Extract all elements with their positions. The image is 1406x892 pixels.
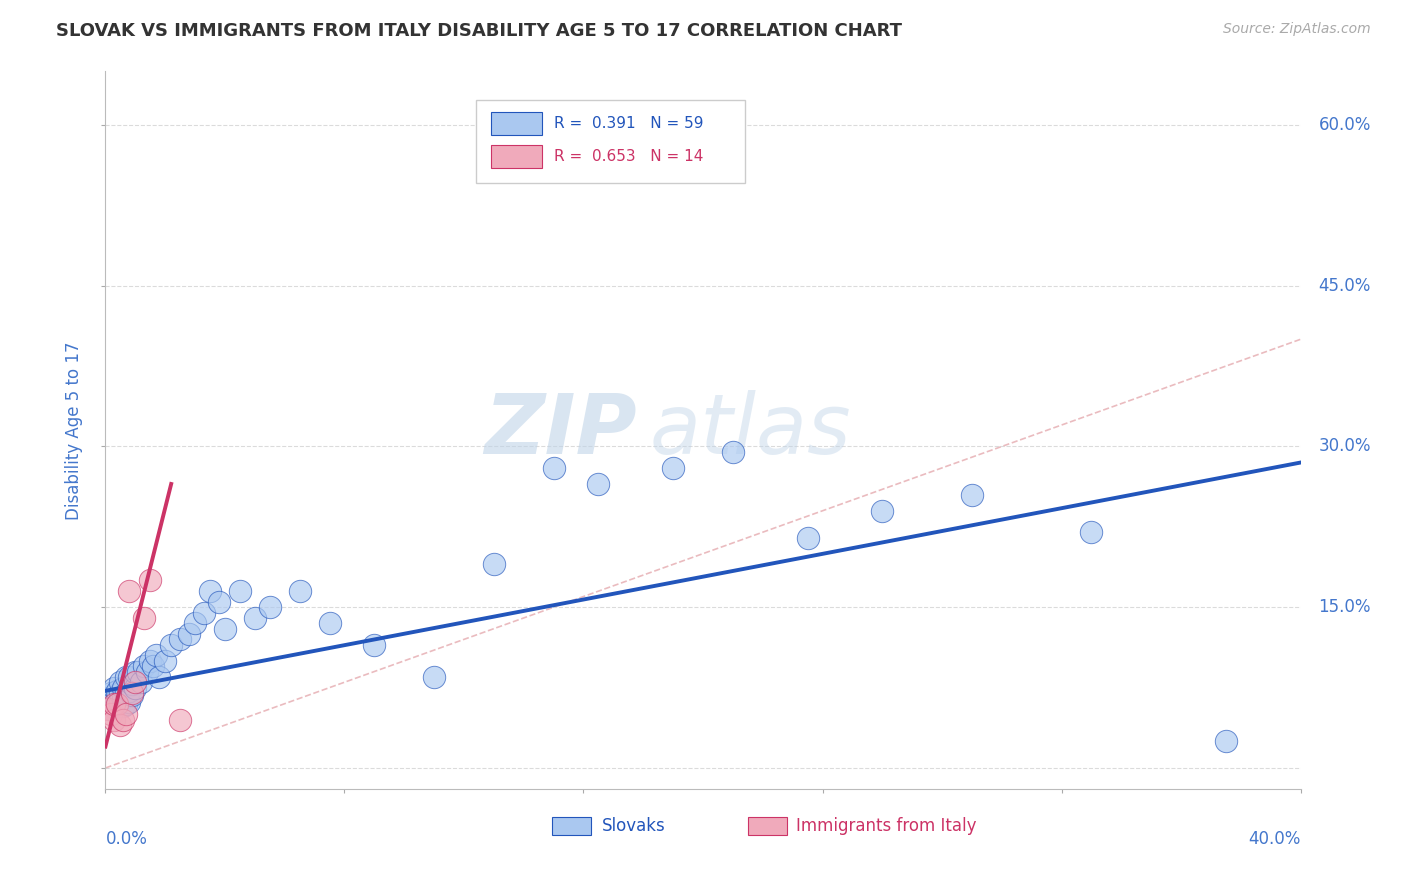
Text: 0.0%: 0.0%	[105, 830, 148, 848]
Point	[288, 584, 311, 599]
Point	[872, 504, 894, 518]
Point	[721, 445, 744, 459]
Point	[100, 686, 122, 700]
Point	[155, 654, 177, 668]
Point	[124, 681, 146, 695]
Point	[112, 691, 135, 706]
Point	[134, 611, 156, 625]
Point	[198, 584, 221, 599]
FancyBboxPatch shape	[492, 145, 541, 169]
Point	[134, 659, 156, 673]
Point	[121, 677, 143, 691]
Point	[110, 686, 132, 700]
Point	[208, 595, 231, 609]
Point	[103, 688, 125, 702]
Point	[124, 665, 146, 679]
Point	[960, 488, 983, 502]
Text: Slovaks: Slovaks	[602, 817, 665, 835]
Text: R =  0.653   N = 14: R = 0.653 N = 14	[554, 149, 703, 164]
Point	[112, 698, 135, 713]
Point	[118, 670, 141, 684]
Text: Immigrants from Italy: Immigrants from Italy	[796, 817, 977, 835]
Point	[103, 697, 125, 711]
Point	[124, 675, 146, 690]
Text: SLOVAK VS IMMIGRANTS FROM ITALY DISABILITY AGE 5 TO 17 CORRELATION CHART: SLOVAK VS IMMIGRANTS FROM ITALY DISABILI…	[56, 22, 903, 40]
Point	[121, 688, 143, 702]
Point	[112, 681, 135, 695]
Point	[169, 713, 191, 727]
Point	[115, 707, 138, 722]
Point	[142, 659, 165, 673]
Point	[588, 477, 610, 491]
Point	[662, 461, 685, 475]
Text: ZIP: ZIP	[485, 390, 637, 471]
Point	[184, 616, 207, 631]
Point	[103, 697, 125, 711]
Text: 30.0%: 30.0%	[1319, 437, 1371, 456]
FancyBboxPatch shape	[492, 112, 541, 136]
Point	[100, 702, 122, 716]
Point	[107, 697, 129, 711]
Point	[107, 683, 129, 698]
Point	[110, 675, 132, 690]
Point	[115, 697, 138, 711]
FancyBboxPatch shape	[553, 817, 591, 836]
Point	[1080, 525, 1102, 540]
Point	[169, 632, 191, 647]
Point	[482, 558, 505, 572]
Point	[193, 606, 215, 620]
Point	[115, 670, 138, 684]
Point	[129, 675, 153, 690]
Text: Source: ZipAtlas.com: Source: ZipAtlas.com	[1223, 22, 1371, 37]
Point	[214, 622, 236, 636]
Y-axis label: Disability Age 5 to 17: Disability Age 5 to 17	[65, 341, 83, 520]
Point	[1215, 734, 1237, 748]
Point	[118, 683, 141, 698]
Point	[229, 584, 252, 599]
Point	[118, 584, 141, 599]
Point	[110, 694, 132, 708]
Point	[107, 698, 129, 713]
Point	[118, 694, 141, 708]
Point	[160, 638, 183, 652]
Point	[259, 600, 281, 615]
Point	[796, 531, 818, 545]
Text: 40.0%: 40.0%	[1249, 830, 1301, 848]
Text: atlas: atlas	[650, 390, 851, 471]
Point	[177, 627, 201, 641]
Point	[103, 681, 125, 695]
Point	[145, 648, 167, 663]
Point	[97, 691, 120, 706]
Point	[112, 713, 135, 727]
Point	[100, 707, 122, 722]
Point	[127, 665, 149, 679]
Text: R =  0.391   N = 59: R = 0.391 N = 59	[554, 116, 703, 131]
Text: 15.0%: 15.0%	[1319, 599, 1371, 616]
Point	[363, 638, 385, 652]
Point	[115, 686, 138, 700]
Point	[136, 665, 159, 679]
Point	[148, 670, 170, 684]
Point	[318, 616, 340, 631]
Point	[110, 718, 132, 732]
Text: 60.0%: 60.0%	[1319, 116, 1371, 134]
Text: 45.0%: 45.0%	[1319, 277, 1371, 294]
Point	[139, 654, 162, 668]
Point	[107, 691, 129, 706]
Point	[97, 702, 120, 716]
Point	[139, 574, 162, 588]
Point	[543, 461, 565, 475]
Point	[243, 611, 266, 625]
Point	[423, 670, 446, 684]
FancyBboxPatch shape	[475, 100, 745, 183]
FancyBboxPatch shape	[748, 817, 787, 836]
Point	[103, 713, 125, 727]
Point	[121, 686, 143, 700]
